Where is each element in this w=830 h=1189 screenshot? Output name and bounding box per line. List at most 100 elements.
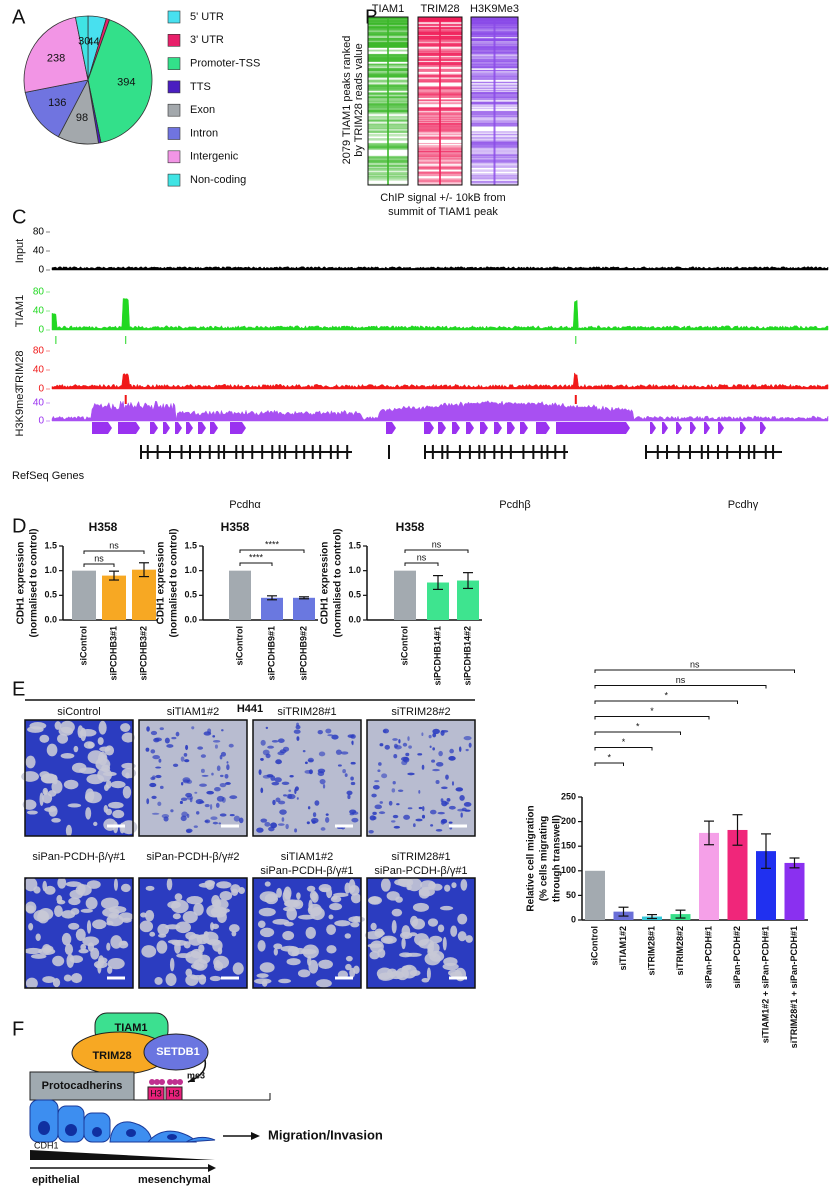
texture (211, 772, 214, 776)
texture (42, 944, 52, 954)
texture (397, 789, 404, 793)
texture (180, 756, 185, 762)
gene-arrow (186, 422, 193, 434)
texture (308, 769, 313, 775)
legend-swatch (167, 103, 181, 117)
exon (645, 445, 647, 459)
texture (258, 907, 276, 917)
exon (169, 445, 172, 459)
texture (265, 726, 269, 730)
texture (151, 795, 157, 799)
texture (401, 937, 406, 950)
node-label: TIAM1 (115, 1022, 148, 1034)
texture (421, 978, 430, 983)
texture (320, 827, 326, 831)
exon (329, 445, 332, 459)
texture (172, 763, 179, 767)
texture (430, 809, 437, 815)
texture (432, 728, 440, 735)
cells (29, 1099, 216, 1143)
texture (273, 948, 278, 956)
texture (165, 973, 177, 987)
texture (312, 812, 317, 817)
texture (78, 948, 89, 954)
gene-arrow (230, 422, 246, 434)
texture (119, 822, 125, 834)
texture (86, 920, 92, 934)
texture (318, 959, 333, 969)
texture (443, 957, 458, 966)
texture (306, 821, 310, 825)
exon (311, 445, 314, 459)
y-tick-label: 0.5 (184, 590, 197, 600)
texture (150, 776, 156, 781)
texture (57, 733, 69, 744)
texture (388, 971, 405, 980)
texture (200, 754, 206, 758)
texture (264, 821, 271, 827)
texture (86, 880, 101, 889)
texture (161, 814, 170, 819)
y-tick-label: 0.5 (348, 590, 361, 600)
texture (403, 814, 411, 820)
texture (409, 970, 421, 976)
texture (259, 927, 275, 938)
texture (200, 768, 205, 773)
texture (293, 899, 304, 910)
texture (182, 910, 198, 924)
y-axis-label: CDH1 expression (320, 542, 331, 625)
texture (193, 934, 206, 939)
texture (51, 780, 63, 794)
texture (465, 748, 469, 752)
texture (21, 771, 39, 782)
texture (262, 774, 271, 779)
y-tick-label: 1.5 (44, 540, 57, 550)
texture (212, 739, 221, 743)
micrograph (366, 719, 476, 837)
y-tick-label: 1.0 (348, 565, 361, 575)
texture (328, 914, 334, 920)
texture (260, 818, 268, 823)
texture (463, 802, 472, 807)
exon (284, 445, 287, 459)
texture (184, 759, 190, 763)
texture (65, 881, 82, 887)
exon (217, 445, 220, 459)
legend-label: Intron (190, 127, 218, 139)
texture (232, 962, 244, 975)
texture (209, 975, 222, 982)
slice-label: 394 (117, 77, 135, 89)
texture (145, 885, 155, 891)
exon (753, 445, 756, 459)
texture (196, 811, 200, 815)
texture (448, 821, 453, 824)
significance-label: ns (109, 540, 119, 550)
texture (393, 753, 398, 759)
significance-label: * (636, 721, 640, 731)
bar (102, 575, 126, 620)
texture (149, 782, 157, 788)
texture (186, 795, 194, 800)
texture (212, 821, 219, 825)
exon (446, 445, 449, 459)
texture (391, 919, 397, 934)
texture (405, 952, 422, 957)
y-tick-label: 100 (561, 865, 576, 875)
heatmap-frame (367, 16, 409, 186)
slice-label: 44 (87, 36, 99, 48)
texture (73, 745, 79, 753)
track-name: TRIM28 (14, 350, 26, 389)
exon (336, 445, 339, 459)
texture (139, 920, 154, 933)
significance-label: ns (94, 553, 104, 563)
texture (458, 746, 462, 752)
texture (326, 945, 337, 954)
gene-arrow (198, 422, 206, 434)
texture (455, 787, 464, 792)
texture (331, 734, 339, 740)
texture (221, 729, 224, 732)
image-label: siPan-PCDH-β/γ#1 (260, 865, 353, 877)
exon (278, 445, 281, 459)
exon (251, 445, 254, 459)
outcome-label: Migration/Invasion (268, 1127, 383, 1142)
